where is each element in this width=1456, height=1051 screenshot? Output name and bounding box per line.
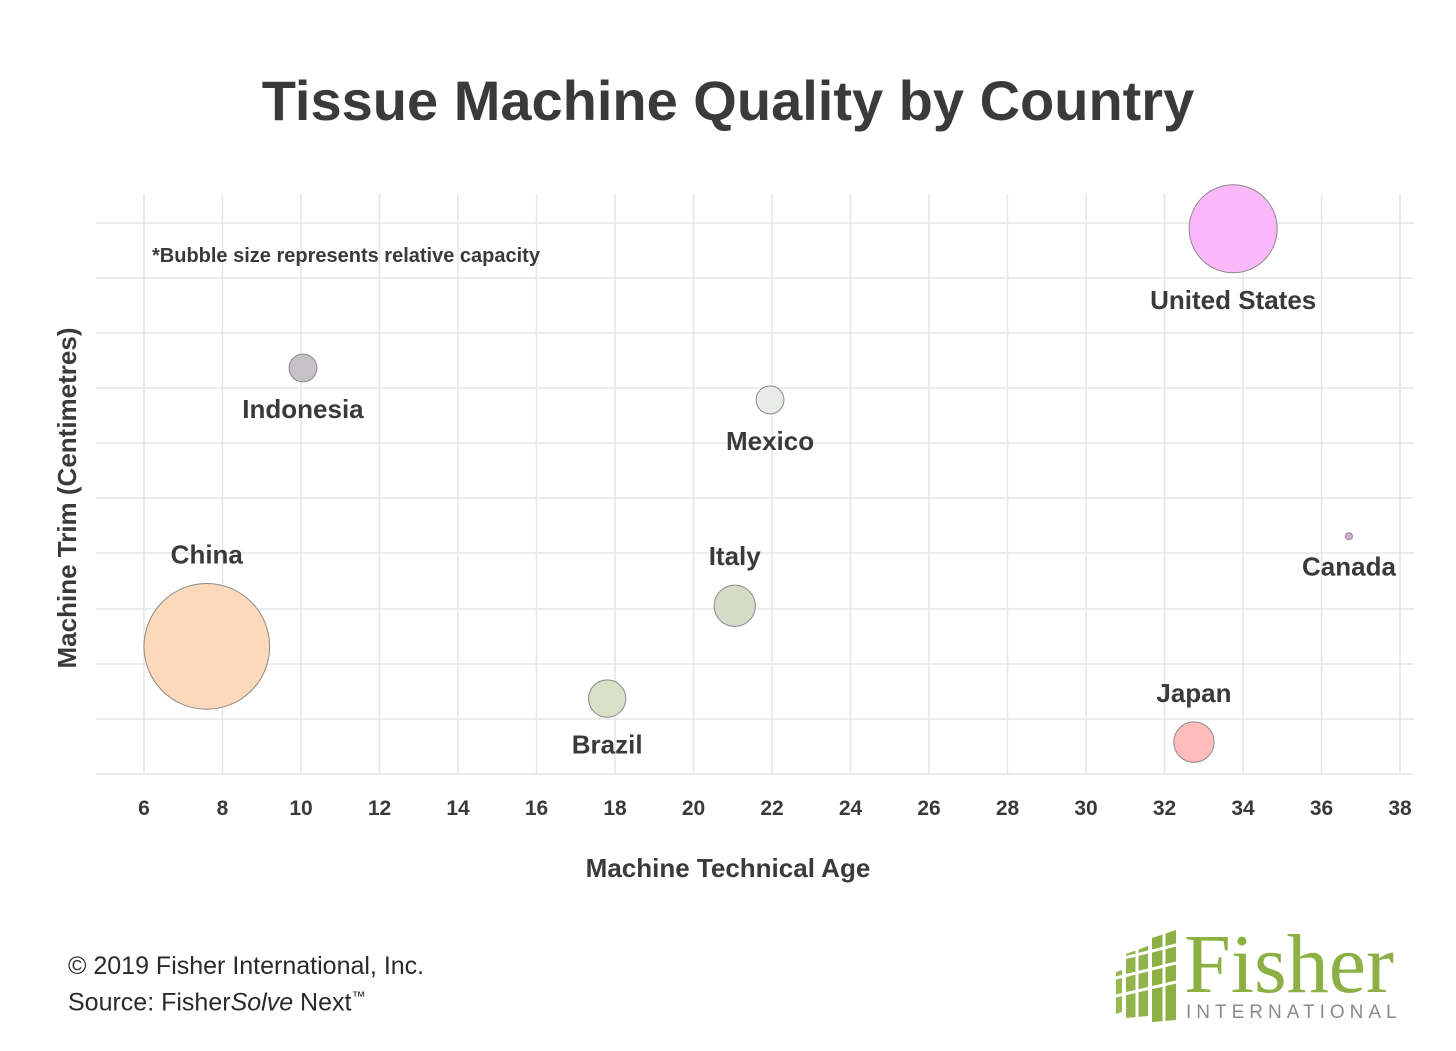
x-tick-label: 20 [682,797,705,820]
bubble-label: Japan [1156,678,1231,708]
bubble-china [144,584,270,710]
y-axis-label: Machine Trim (Centimetres) [52,328,82,669]
x-tick-label: 36 [1310,797,1333,820]
bubble-label: Italy [709,541,762,571]
x-tick-label: 10 [289,797,312,820]
chart-title: Tissue Machine Quality by Country [262,69,1195,132]
source-prefix: Source: Fisher [68,988,231,1016]
source-suffix: Next [293,988,351,1016]
x-axis-label: Machine Technical Age [586,853,871,883]
bubble-label: Indonesia [242,394,364,424]
x-tick-label: 14 [446,797,470,820]
trademark-symbol: ™ [351,988,365,1004]
bubble-size-note: *Bubble size represents relative capacit… [152,245,541,267]
bubble-italy [714,585,755,626]
x-tick-label: 8 [217,797,229,820]
x-tick-label: 6 [138,797,150,820]
bubble-united-states [1189,185,1277,273]
bubble-mexico [756,386,784,414]
x-tick-label: 32 [1153,797,1176,820]
bubble-label: Mexico [726,426,814,456]
x-tick-label: 12 [368,797,391,820]
x-tick-label: 34 [1231,797,1255,820]
copyright-text: © 2019 Fisher International, Inc. [68,952,424,981]
x-tick-label: 24 [839,797,863,820]
bubble-canada [1345,533,1352,540]
x-tick-label: 18 [603,797,627,820]
bubble-indonesia [289,354,317,382]
logo-word: Fisher [1184,918,1394,1011]
bubbles: United States Indonesia Mexico Canada China I… [144,185,1397,762]
x-tick-label: 26 [917,797,940,820]
bubble-label: Canada [1302,552,1396,582]
bubble-label: Brazil [572,729,643,759]
x-tick-label: 16 [525,797,548,820]
x-tick-label: 22 [760,797,783,820]
fisher-logo: Fisher INTERNATIONAL [1116,918,1402,1023]
x-tick-label: 30 [1074,797,1097,820]
x-axis-ticks: 6 8 10 12 14 16 18 20 22 24 26 28 30 32 34 36 38 [138,797,1412,820]
source-text: Source: FisherSolve Next™ [68,988,365,1017]
bubble-brazil [588,680,625,717]
bubble-label: United States [1150,285,1316,315]
logo-mark-icon [1116,930,1176,1022]
source-italic: Solve [231,988,294,1016]
bubble-japan [1174,722,1214,762]
logo-subtitle: INTERNATIONAL [1186,1002,1402,1023]
x-tick-label: 28 [996,797,1020,820]
bubble-label: China [171,540,244,570]
x-tick-label: 38 [1388,797,1412,820]
